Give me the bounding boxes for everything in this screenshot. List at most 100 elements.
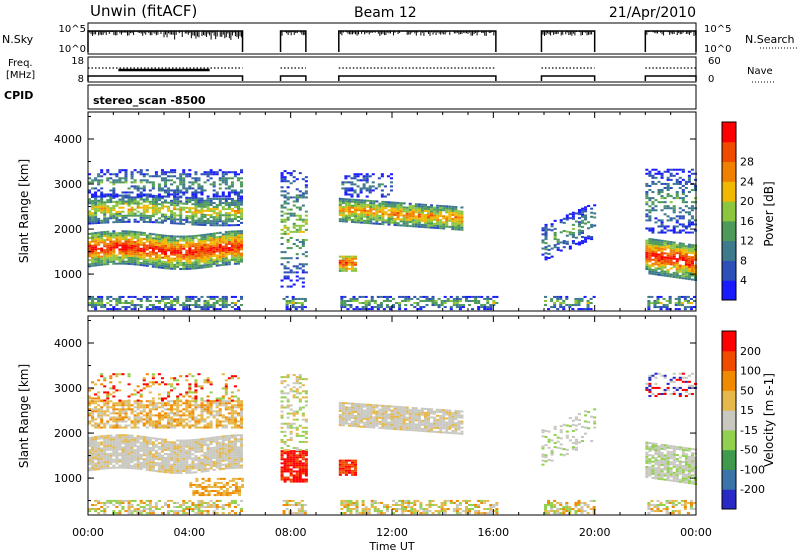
- power-cell: [100, 193, 104, 196]
- power-cell: [280, 251, 284, 254]
- velocity-cell: [218, 441, 222, 444]
- power-cell: [224, 222, 228, 225]
- velocity-cell: [142, 448, 146, 451]
- power-cell: [436, 208, 440, 211]
- power-cell: [559, 304, 563, 307]
- power-cell: [426, 216, 430, 219]
- power-cell: [562, 221, 566, 224]
- power-cell: [684, 180, 688, 183]
- power-cell: [559, 295, 563, 298]
- power-cell: [185, 239, 189, 242]
- power-cell: [127, 218, 131, 221]
- power-cell: [173, 243, 177, 246]
- power-cell: [167, 175, 171, 178]
- power-cell: [157, 189, 161, 192]
- power-cell: [173, 193, 177, 196]
- power-cell: [133, 241, 137, 244]
- velocity-cell: [139, 435, 143, 438]
- power-cell: [445, 211, 449, 214]
- power-cell: [347, 175, 351, 178]
- power-cell: [100, 237, 104, 240]
- power-cell: [227, 230, 231, 233]
- velocity-cell: [118, 442, 122, 445]
- power-cell: [280, 206, 284, 209]
- power-cell: [350, 259, 354, 262]
- velocity-cell: [203, 468, 207, 471]
- power-cell: [127, 210, 131, 213]
- velocity-cell: [200, 438, 204, 441]
- power-cell: [687, 278, 691, 281]
- velocity-cell: [160, 466, 164, 469]
- velocity-cell: [121, 454, 125, 457]
- power-cell: [283, 196, 287, 199]
- power-cell: [574, 236, 578, 239]
- power-cell: [142, 260, 146, 263]
- power-cell: [439, 227, 443, 230]
- power-cell: [431, 301, 435, 305]
- power-cell: [218, 197, 222, 201]
- power-cell: [233, 250, 237, 253]
- power-cell: [227, 187, 231, 190]
- velocity-cell: [109, 434, 113, 437]
- power-cell: [372, 216, 376, 219]
- power-cell: [182, 235, 186, 238]
- power-cell: [206, 199, 210, 202]
- power-cell: [360, 201, 364, 204]
- velocity-cell: [224, 437, 228, 440]
- velocity-cell: [148, 402, 152, 405]
- power-cell: [94, 238, 98, 241]
- velocity-cell: [97, 400, 101, 403]
- velocity-cell: [185, 449, 189, 452]
- power-cell: [173, 259, 177, 262]
- power-cell: [457, 222, 461, 225]
- power-cell: [665, 308, 669, 311]
- power-cell: [176, 299, 180, 302]
- power-cell: [88, 240, 92, 244]
- velocity-cell: [127, 406, 131, 409]
- velocity-cell: [127, 434, 131, 437]
- power-cell: [139, 306, 143, 309]
- power-cell: [354, 202, 358, 205]
- velocity-cell: [170, 463, 174, 466]
- power-cell: [103, 255, 107, 258]
- velocity-cell: [221, 445, 225, 448]
- power-cell: [584, 240, 588, 243]
- power-cell: [486, 299, 490, 302]
- power-cell: [194, 207, 198, 210]
- power-cell: [206, 306, 210, 309]
- power-cell: [94, 252, 98, 255]
- power-cell: [197, 297, 201, 300]
- power-cell: [191, 221, 195, 224]
- power-cell: [648, 244, 652, 247]
- power-cell: [687, 213, 691, 216]
- power-cell: [145, 248, 149, 251]
- velocity-cell: [160, 468, 164, 471]
- power-cell: [414, 223, 418, 226]
- power-cell: [209, 243, 213, 246]
- power-cell: [118, 262, 122, 265]
- power-cell: [188, 304, 192, 307]
- power-cell: [230, 210, 234, 213]
- power-cell: [182, 265, 186, 268]
- velocity-cell: [179, 461, 183, 464]
- power-cell: [683, 308, 687, 311]
- power-cell: [338, 205, 342, 208]
- power-cell: [295, 206, 299, 209]
- power-cell: [173, 189, 177, 192]
- power-cell: [492, 304, 496, 307]
- power-cell: [215, 173, 219, 176]
- power-cell: [344, 263, 348, 266]
- power-cell: [118, 220, 122, 223]
- power-cell: [454, 206, 458, 209]
- velocity-cell: [230, 452, 234, 455]
- velocity-cell: [176, 457, 180, 460]
- power-cell: [678, 182, 682, 185]
- power-cell: [160, 219, 164, 222]
- velocity-cell: [236, 438, 240, 441]
- power-cell: [233, 301, 237, 305]
- power-cell: [182, 253, 186, 256]
- power-cell: [451, 224, 455, 227]
- power-cell: [681, 168, 685, 171]
- power-cell: [240, 260, 244, 263]
- power-cell: [188, 299, 192, 302]
